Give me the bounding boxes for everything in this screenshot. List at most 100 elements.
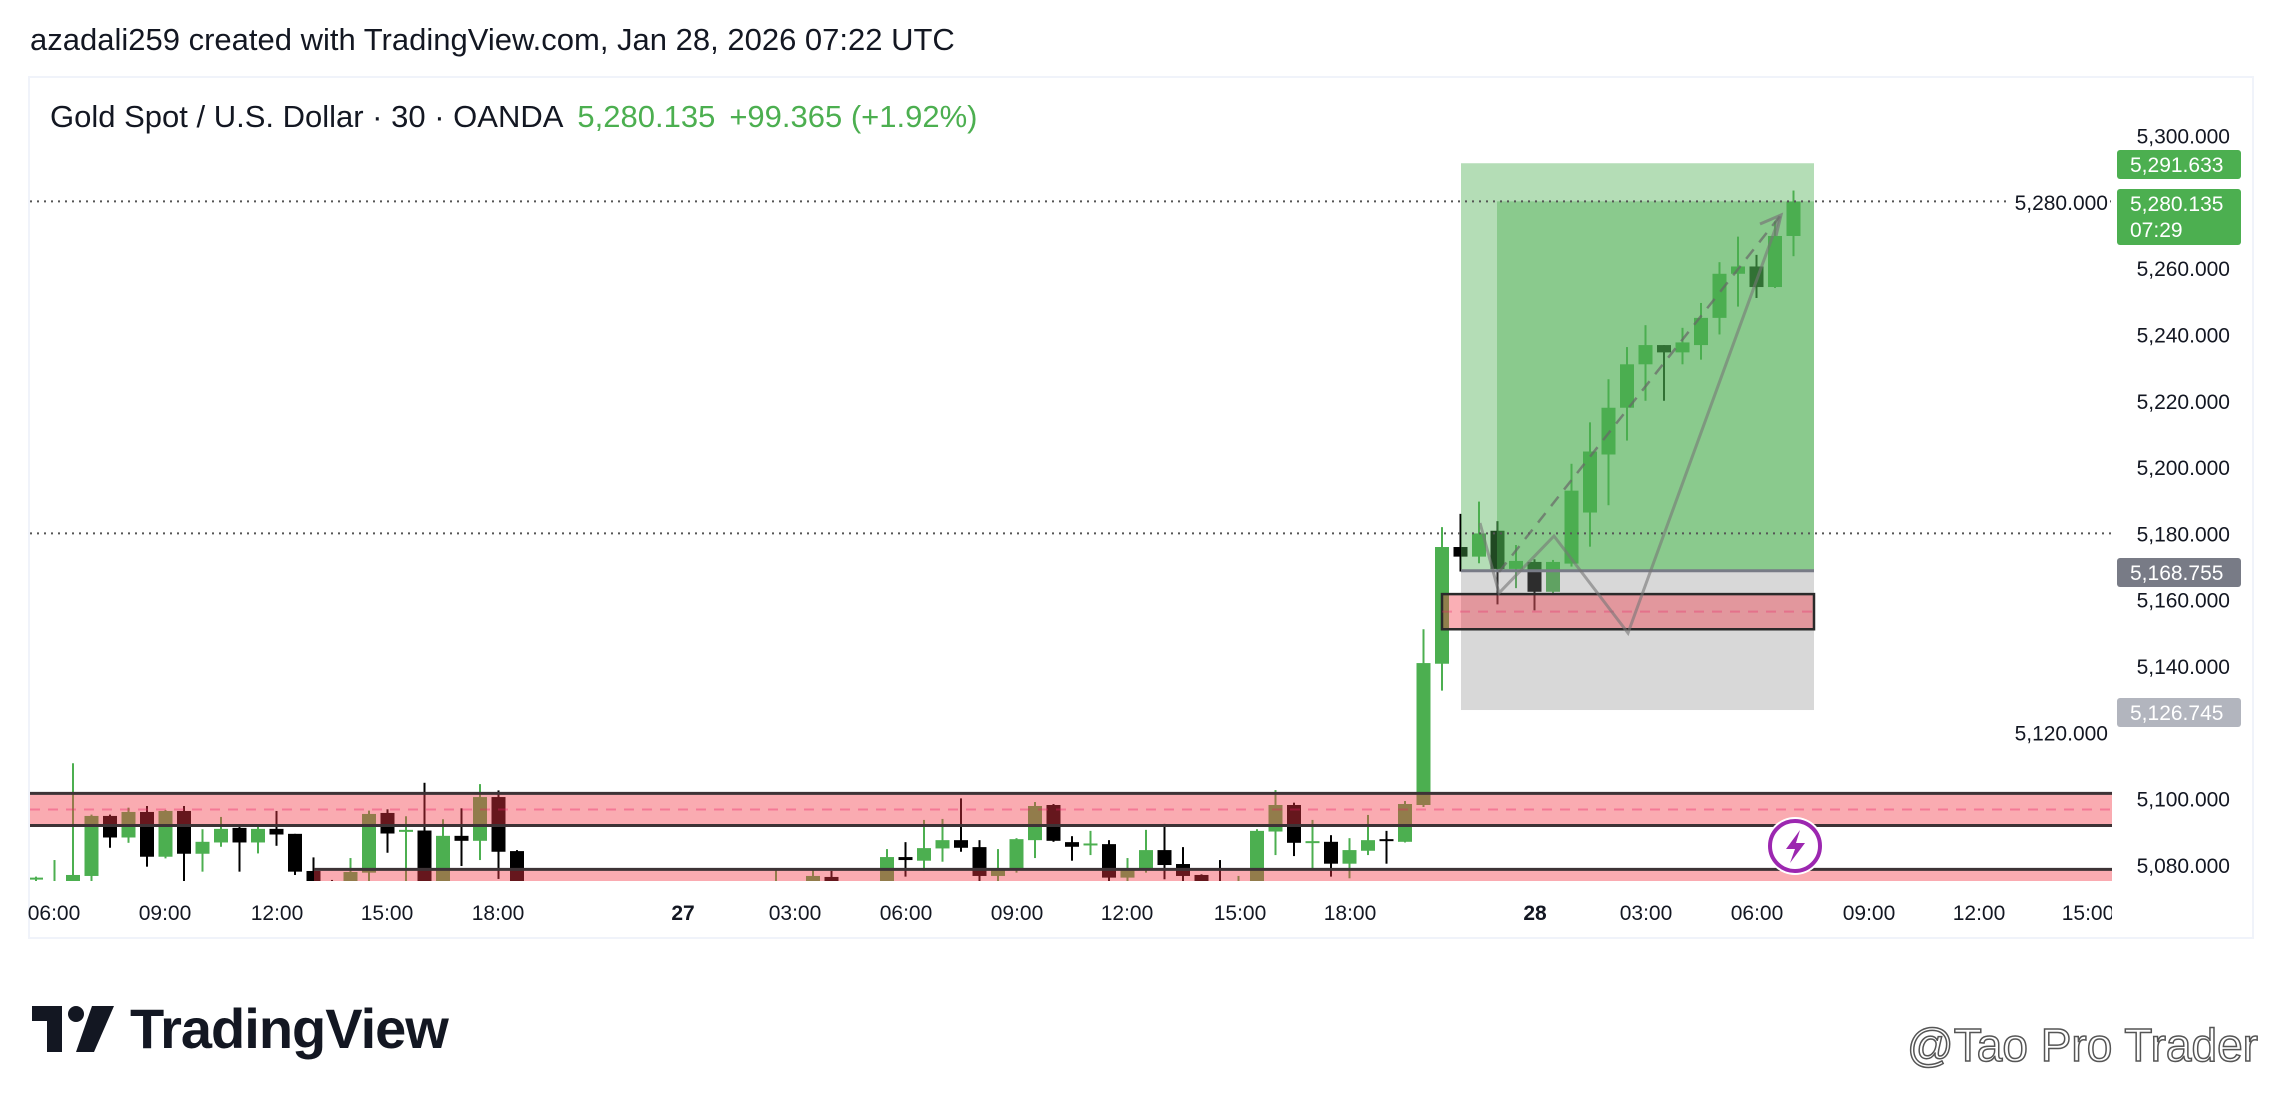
candle-body	[84, 815, 99, 876]
candle	[1416, 629, 1431, 807]
candle-body	[1509, 560, 1523, 569]
plot-area[interactable]	[29, 163, 2112, 898]
price-badge-value: 5,126.745	[2130, 702, 2223, 725]
candle	[53, 860, 56, 881]
candle	[1305, 819, 1320, 870]
chart-panel	[28, 76, 2254, 939]
candle-body	[1028, 805, 1042, 841]
candle	[917, 819, 931, 871]
symbol-title[interactable]: Gold Spot / U.S. Dollar · 30 · OANDA	[50, 99, 564, 134]
candle-body	[1232, 885, 1246, 888]
candle-body	[1139, 850, 1153, 870]
alert-lightning-icon[interactable]	[1766, 817, 1824, 875]
symbol-legend: Gold Spot / U.S. Dollar · 30 · OANDA 5,28…	[50, 99, 978, 135]
candle	[1232, 875, 1246, 888]
price-tick-label: 5,080.000	[2137, 855, 2230, 878]
candle-body	[1342, 850, 1357, 864]
candle-body	[1453, 547, 1468, 557]
price-badge	[2117, 698, 2241, 727]
candle-body	[232, 827, 247, 843]
time-tick-label: 06:00	[28, 902, 81, 925]
candle	[30, 876, 43, 881]
candle-body	[1120, 869, 1135, 878]
candle	[1657, 345, 1671, 401]
price-axis[interactable]: 5,300.000 5,280.000 5,260.000 5,240.000 5,22…	[2008, 126, 2230, 879]
candle	[177, 805, 191, 881]
candle-body	[1601, 407, 1616, 455]
time-tick-label: 15:00	[1214, 902, 1267, 925]
candle-body	[1194, 874, 1209, 881]
time-axis-mask	[2112, 890, 2142, 930]
candle	[824, 870, 839, 881]
candle	[1620, 347, 1634, 441]
candle-body	[1361, 840, 1375, 851]
candle	[1065, 836, 1079, 861]
price-tick-label: 5,120.000	[2015, 722, 2108, 745]
candle	[288, 833, 302, 875]
candle	[1786, 190, 1801, 257]
supply-demand-zone	[30, 793, 2112, 826]
candle	[1342, 838, 1357, 879]
candle-body	[1324, 841, 1338, 864]
candle	[1583, 422, 1597, 547]
candle-body	[362, 813, 376, 873]
candle	[1601, 379, 1616, 506]
candle	[1712, 262, 1727, 335]
tradingview-logo[interactable]: TradingView	[32, 996, 449, 1061]
candle	[140, 805, 154, 867]
candle-body	[288, 833, 302, 872]
time-tick-label: 06:00	[1731, 902, 1784, 925]
candle	[380, 809, 395, 853]
candle	[158, 809, 173, 859]
candle-body	[1694, 317, 1708, 346]
price-tick-label: 5,240.000	[2137, 324, 2230, 347]
candle-body	[824, 876, 839, 881]
time-tick-label: 03:00	[1620, 902, 1673, 925]
candle-body	[214, 828, 228, 843]
candle-body	[66, 874, 80, 881]
countdown-timer: 07:29	[2130, 219, 2183, 242]
candle-body	[325, 882, 339, 885]
time-tick-label: 03:00	[769, 902, 822, 925]
time-axis[interactable]: 06:00 09:00 12:00 15:00 18:00 27 03:00 06:00 09:…	[28, 890, 2142, 930]
price-badge	[2117, 150, 2241, 179]
candle-body	[473, 797, 487, 841]
price-tick-label: 5,260.000	[2137, 258, 2230, 281]
attribution-text: azadali259 created with TradingView.com,…	[30, 22, 955, 57]
candle-body	[1657, 345, 1671, 353]
candle-body	[1157, 850, 1172, 866]
candle	[1028, 802, 1042, 859]
time-tick-label: 27	[671, 902, 694, 925]
candle-body	[1305, 841, 1320, 844]
candle	[898, 842, 913, 877]
time-tick-label: 09:00	[991, 902, 1044, 925]
candle	[269, 810, 284, 846]
last-price: 5,280.135	[577, 99, 716, 134]
candle	[454, 808, 469, 867]
candle	[806, 869, 820, 881]
price-badge-value: 5,280.135	[2130, 193, 2223, 216]
candle-body	[1490, 530, 1505, 569]
candle-body	[1287, 805, 1301, 843]
entry-zone-box	[1440, 592, 1816, 631]
candle-body	[991, 868, 1005, 876]
time-tick-label: 18:00	[1324, 902, 1377, 925]
candle-body	[30, 877, 43, 880]
candle	[1379, 830, 1394, 864]
time-tick-label: 09:00	[139, 902, 192, 925]
candle-body	[1472, 533, 1486, 557]
price-tick-label: 5,300.000	[2137, 126, 2230, 149]
candle-body	[1768, 235, 1782, 288]
long-position-profit-zone	[1461, 163, 1814, 571]
price-tick-label: 5,140.000	[2137, 656, 2230, 679]
candle	[1398, 801, 1412, 843]
candle-body	[1398, 804, 1412, 842]
candle	[991, 849, 1005, 881]
candle-body	[251, 828, 265, 843]
candle	[1361, 814, 1375, 856]
price-change: +99.365 (+1.92%)	[729, 99, 978, 134]
tradingview-logo-icon	[32, 1005, 114, 1052]
time-tick-label: 28	[1523, 902, 1547, 925]
price-tick-label: 5,160.000	[2137, 590, 2230, 613]
